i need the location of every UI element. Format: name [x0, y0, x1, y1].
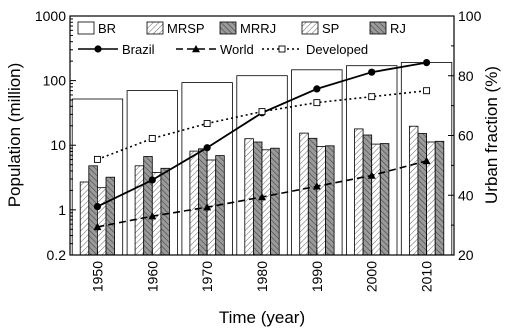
legend: BR MRSP MRRJ SP RJ Brazil World Developed	[77, 21, 406, 57]
marker-brazil-1960	[148, 176, 156, 184]
bar-sp-1990	[316, 145, 326, 256]
bar-sp-2010	[426, 141, 436, 256]
y-tick-label: 100	[43, 73, 67, 89]
marker-world-2000	[367, 171, 376, 179]
legend-swatch-sp	[301, 21, 319, 35]
marker-brazil-1990	[313, 85, 321, 93]
marker-developed-1970	[203, 120, 211, 128]
marker-developed-2000	[368, 93, 376, 101]
legend-label-developed: Developed	[306, 42, 368, 57]
bar-rj-2010	[434, 140, 445, 256]
legend-label-sp: SP	[322, 21, 339, 36]
x-tick-label: 1990	[309, 261, 325, 292]
marker-developed-1950	[93, 155, 101, 163]
bar-mrsp-1980	[244, 138, 254, 256]
marker-world-1980	[258, 193, 266, 201]
y-tick-label: 1000	[35, 8, 66, 24]
legend-label-rj: RJ	[390, 21, 406, 36]
y-axis-label: Population (million)	[5, 63, 24, 208]
x-tick-label: 2010	[419, 261, 435, 292]
legend-label-world: World	[220, 42, 254, 57]
bar-mrrj-2000	[362, 134, 373, 256]
legend-label-mrrj: MRRJ	[240, 21, 276, 36]
x-tick-label: 2000	[364, 261, 380, 292]
y-tick-label: 1	[58, 202, 66, 218]
bar-mrrj-1960	[143, 156, 153, 256]
marker-brazil-2010	[422, 59, 431, 67]
legend-swatch-mrsp	[146, 21, 164, 35]
legend-label-mrsp: MRSP	[167, 21, 205, 36]
marker-world-2010	[422, 156, 431, 165]
bar-mrsp-1970	[189, 150, 199, 256]
bar-sp-2000	[371, 143, 381, 256]
lines-layer	[93, 59, 431, 231]
marker-brazil-1950	[93, 203, 102, 211]
legend-marker-world	[192, 45, 200, 53]
bar-rj-1980	[270, 147, 280, 256]
bar-mrsp-1960	[134, 165, 145, 256]
x-axis-label: Time (year)	[219, 308, 305, 327]
legend-swatch-rj	[369, 21, 387, 35]
y-tick-label: 10	[50, 137, 66, 153]
bar-sp-1960	[151, 171, 162, 256]
bar-mrsp-1950	[79, 181, 90, 256]
y2-tick-label: 60	[458, 128, 474, 144]
bar-rj-1990	[325, 145, 335, 256]
bar-rj-2000	[379, 143, 390, 256]
y2-tick-label: 20	[458, 247, 474, 263]
bar-mrrj-1970	[198, 148, 208, 256]
marker-developed-2010	[423, 87, 431, 95]
axes-layer: 0.2 1 10 100 1000 20 40 60 80 100 1950 1960 1970 1980…	[35, 8, 482, 292]
marker-developed-1960	[148, 135, 156, 142]
y2-tick-label: 40	[458, 187, 474, 203]
bars-layer	[71, 62, 453, 256]
marker-world-1960	[148, 212, 157, 220]
x-tick-label: 1980	[254, 261, 270, 292]
legend-label-brazil: Brazil	[122, 42, 155, 57]
legend-marker-developed	[278, 45, 286, 53]
marker-developed-1990	[313, 99, 321, 107]
bar-mrrj-1950	[88, 165, 98, 256]
bar-mrrj-2010	[417, 133, 428, 256]
marker-world-1990	[312, 182, 321, 190]
legend-marker-brazil	[94, 45, 102, 53]
bar-mrsp-2010	[408, 125, 419, 256]
bar-mrsp-2000	[354, 128, 364, 256]
marker-world-1950	[93, 222, 102, 231]
marker-brazil-2000	[368, 68, 376, 76]
marker-world-1970	[203, 203, 212, 211]
bar-sp-1980	[261, 149, 272, 256]
y-tick-label: 0.2	[47, 247, 67, 263]
marker-developed-1980	[258, 108, 266, 116]
marker-brazil-1970	[203, 144, 211, 152]
legend-label-br: BR	[98, 21, 116, 36]
x-tick-label: 1950	[89, 261, 105, 292]
y2-tick-label: 80	[458, 68, 474, 84]
x-tick-label: 1960	[144, 261, 160, 292]
legend-swatch-mrrj	[219, 21, 237, 35]
bar-rj-1960	[160, 167, 170, 256]
y2-axis-label: Urban fraction (%)	[482, 66, 501, 204]
bar-sp-1950	[97, 187, 107, 256]
bar-rj-1950	[105, 176, 116, 256]
y2-tick-label: 100	[458, 8, 482, 24]
bar-mrsp-1990	[299, 132, 309, 256]
bar-mrrj-1990	[307, 137, 318, 256]
x-tick-label: 1970	[199, 261, 215, 292]
legend-swatch-br	[77, 21, 95, 35]
